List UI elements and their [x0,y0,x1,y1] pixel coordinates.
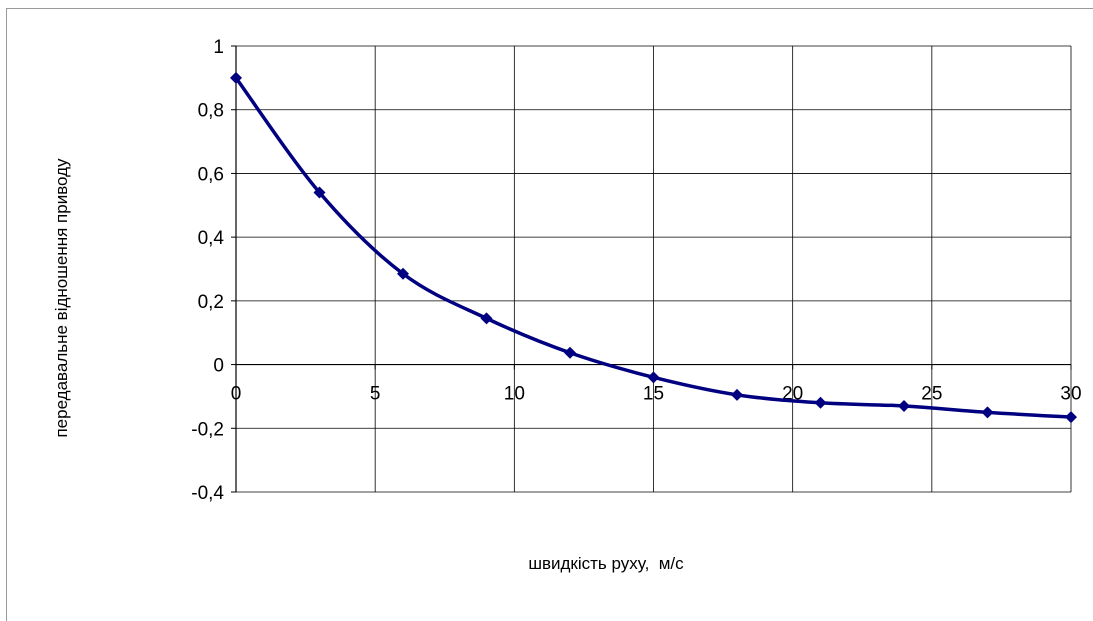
x-tick-label: 15 [643,384,664,405]
y-tick-label: 1 [213,37,224,58]
chart-frame [6,8,1093,621]
data-point-marker [564,346,576,359]
data-point-marker [230,71,242,84]
series-layer [230,71,1077,424]
data-point-marker [313,186,326,199]
x-axis-title: швидкість руху, м/с [528,554,684,573]
data-point-marker [480,312,493,325]
x-tick-label: 0 [231,384,242,405]
y-tick-label: 0,4 [198,228,225,249]
x-tick-label: 10 [504,384,525,405]
y-tick-label: -0,4 [191,483,224,504]
data-point-marker [397,267,409,280]
y-tick-label: 0,6 [198,164,224,185]
data-point-marker [647,371,660,384]
y-tick-label: -0,2 [191,419,224,440]
data-point-marker [898,399,910,412]
axes [231,45,1072,493]
data-point-marker [1065,411,1077,424]
x-tick-labels: 0 5 10 15 20 25 30 [231,384,1082,405]
y-tick-label: 0,2 [198,292,224,313]
grid [235,45,1072,493]
y-axis-title: передавальне відношення приводу [52,158,71,438]
y-tick-label: 0 [213,356,224,377]
data-point-marker [814,396,827,409]
y-tick-labels: 1 0,8 0,6 0,4 0,2 0 -0,2 -0,4 [191,37,224,504]
data-point-marker [981,406,994,419]
x-tick-label: 25 [921,384,942,405]
x-tick-label: 30 [1060,384,1081,405]
y-tick-label: 0,8 [198,101,224,122]
data-point-marker [731,388,743,401]
x-tick-label: 5 [370,384,381,405]
